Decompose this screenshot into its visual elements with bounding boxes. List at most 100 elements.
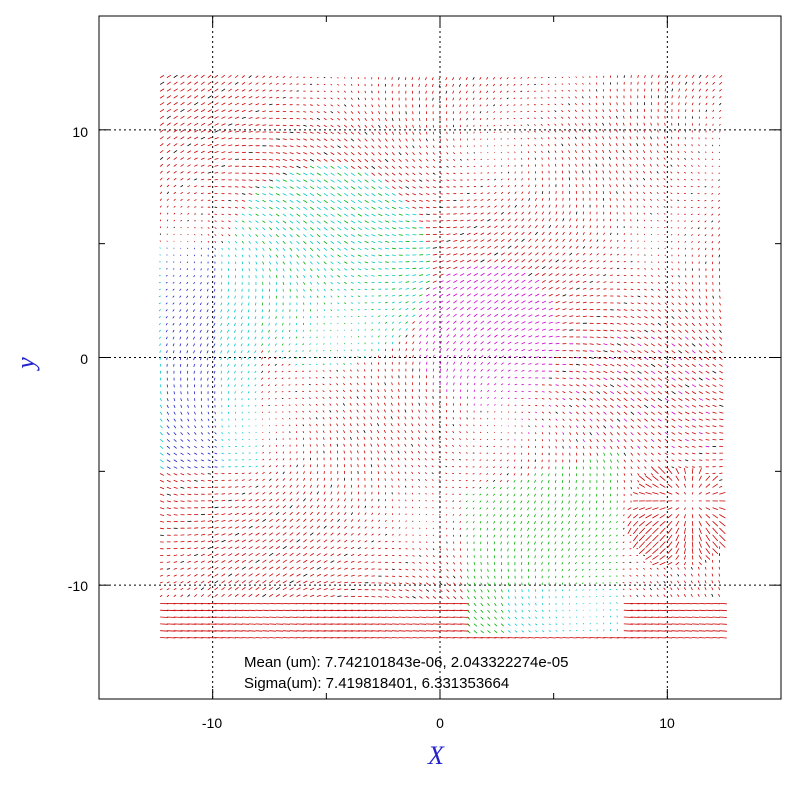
vector-arrow — [262, 234, 266, 237]
vector-arrow — [466, 232, 471, 236]
vector-arrow — [289, 518, 294, 522]
vector-arrow — [616, 363, 622, 367]
vector-arrow — [678, 445, 682, 448]
vector-arrow — [281, 384, 284, 386]
vector-arrow — [704, 566, 707, 570]
vector-arrow — [187, 554, 192, 556]
vector-arrow — [194, 425, 197, 429]
vector-arrow — [282, 546, 287, 550]
vector-arrow — [322, 370, 325, 372]
vector-arrow — [391, 478, 393, 481]
vector-arrow — [411, 450, 414, 454]
vector-arrow — [712, 411, 717, 414]
vector-arrow — [506, 466, 509, 469]
vector-arrow — [554, 486, 557, 490]
vector-arrow — [480, 320, 485, 324]
vector-arrow — [398, 321, 402, 324]
vector-arrow — [596, 363, 601, 367]
vector-arrow — [446, 575, 449, 579]
vector-arrow — [206, 350, 209, 354]
vector-arrow — [602, 527, 605, 531]
vector-arrow — [439, 233, 444, 236]
vector-arrow — [562, 273, 566, 276]
vector-arrow — [255, 593, 260, 597]
vector-arrow — [438, 423, 441, 427]
vector-arrow — [378, 254, 383, 257]
vector-arrow — [446, 616, 455, 618]
vector-arrow — [705, 357, 710, 361]
vector-arrow — [576, 637, 584, 639]
vector-arrow — [698, 548, 702, 554]
vector-arrow — [568, 548, 570, 551]
vector-arrow — [678, 637, 686, 639]
vector-arrow — [500, 541, 502, 545]
vector-arrow — [322, 383, 325, 386]
vector-arrow — [446, 307, 451, 311]
vector-arrow — [616, 322, 621, 325]
vector-arrow — [671, 329, 675, 333]
vector-arrow — [425, 541, 428, 543]
vector-arrow — [705, 302, 708, 306]
vector-arrow — [527, 548, 530, 552]
vector-arrow — [417, 458, 420, 461]
vector-arrow — [528, 259, 532, 263]
vector-arrow — [705, 404, 710, 408]
vector-arrow — [514, 630, 518, 633]
vector-arrow — [316, 234, 321, 238]
vector-arrow — [370, 395, 373, 399]
vector-arrow — [289, 580, 294, 584]
vector-arrow — [494, 603, 497, 606]
vector-arrow — [561, 541, 564, 545]
vector-arrow — [282, 512, 287, 515]
vector-arrow — [323, 532, 327, 536]
vector-arrow — [460, 327, 464, 331]
vector-arrow — [187, 473, 191, 476]
vector-arrow — [659, 548, 666, 554]
vector-arrow — [712, 391, 717, 394]
vector-arrow — [698, 541, 702, 548]
vector-arrow — [432, 280, 437, 283]
vector-arrow — [431, 444, 434, 447]
vector-arrow — [309, 240, 314, 245]
vector-arrow — [651, 343, 655, 347]
vector-arrow — [678, 466, 682, 469]
vector-arrow — [651, 363, 656, 367]
vector-arrow — [479, 514, 482, 517]
vector-arrow — [240, 329, 243, 333]
vector-arrow — [480, 266, 485, 270]
vector-arrow — [213, 377, 216, 381]
vector-arrow — [500, 252, 505, 256]
vector-arrow — [541, 279, 546, 283]
vector-arrow — [330, 295, 333, 298]
vector-arrow — [180, 567, 184, 570]
vector-arrow — [527, 527, 530, 531]
vector-arrow — [659, 527, 666, 534]
vector-arrow — [159, 588, 163, 591]
vector-arrow — [513, 534, 516, 538]
vector-arrow — [431, 472, 434, 475]
vector-arrow — [247, 329, 250, 333]
vector-arrow — [678, 309, 681, 313]
vector-arrow — [309, 539, 314, 543]
vector-arrow — [684, 562, 686, 566]
vector-arrow — [337, 275, 341, 278]
vector-arrow — [446, 341, 450, 345]
vector-arrow — [240, 322, 243, 327]
vector-arrow — [659, 483, 666, 488]
vector-arrow — [363, 409, 366, 413]
vector-arrow — [479, 521, 482, 524]
vector-arrow — [228, 526, 233, 529]
vector-arrow — [404, 457, 407, 461]
vector-arrow — [255, 234, 259, 237]
vector-arrow — [173, 574, 177, 577]
vector-arrow — [487, 637, 497, 639]
vector-arrow — [309, 471, 312, 475]
vector-arrow — [282, 261, 285, 265]
vector-arrow — [357, 568, 362, 570]
vector-arrow — [337, 268, 341, 271]
vector-arrow — [330, 532, 334, 536]
vector-arrow — [630, 439, 634, 443]
vector-arrow — [343, 443, 345, 447]
vector-arrow — [698, 322, 702, 327]
vector-arrow — [384, 382, 386, 386]
